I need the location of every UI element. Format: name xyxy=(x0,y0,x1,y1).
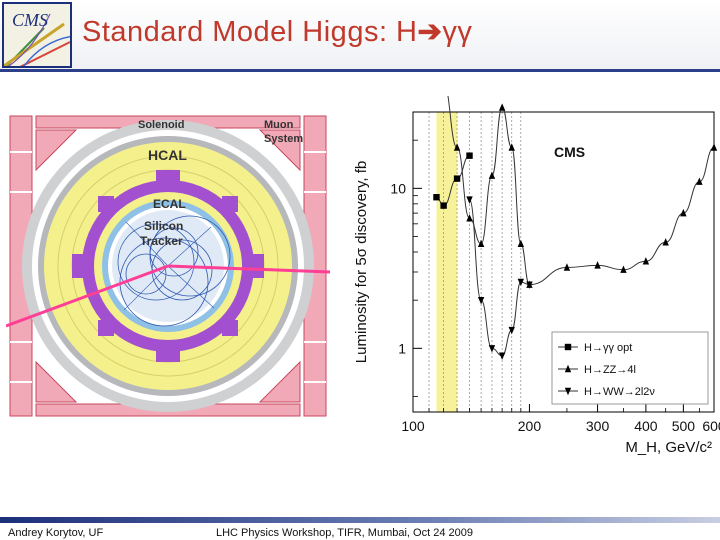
slide-header xyxy=(0,0,720,72)
legend-box xyxy=(551,331,709,405)
plot-frame xyxy=(412,111,715,413)
data-point-zz-4l xyxy=(620,265,627,273)
data-point-zz-4l xyxy=(498,103,506,111)
data-point-ww-2l2nu xyxy=(517,278,525,287)
highlight-band xyxy=(436,112,458,412)
series-line-zz-4l xyxy=(443,83,715,286)
y-tick-label: 1 xyxy=(398,340,406,356)
data-point-gamma-gamma xyxy=(453,175,461,182)
legend-marker xyxy=(564,387,572,396)
series-line-ww-2l2nu xyxy=(469,199,530,357)
data-point-gamma-gamma xyxy=(440,202,447,209)
cms-logo-graphic: CMS xyxy=(4,10,70,66)
x-tick-label: 600 xyxy=(702,418,720,434)
label-tracker: Tracker xyxy=(140,234,183,248)
data-point-ww-2l2nu xyxy=(508,326,515,335)
label-ecal: ECAL xyxy=(153,197,186,211)
label-muon: Muon xyxy=(264,119,294,131)
data-point-gamma-gamma xyxy=(433,194,440,201)
header-rule xyxy=(0,69,720,72)
data-point-zz-4l xyxy=(453,143,461,151)
legend-label: H→γγ opt xyxy=(584,342,632,354)
data-point-zz-4l xyxy=(594,261,601,269)
legend-label: H→ZZ→4l xyxy=(584,364,636,376)
logo-text: CMS xyxy=(12,10,48,30)
slide-title: Standard Model Higgs: H➔γγ xyxy=(82,14,472,49)
cms-logo: CMS xyxy=(2,2,72,68)
label-solenoid: Solenoid xyxy=(138,119,184,131)
y-axis-label: Luminosity for 5σ discovery, fb xyxy=(353,161,370,363)
title-text: Standard Model Higgs: H xyxy=(82,16,418,48)
footer-rule xyxy=(0,517,720,523)
data-point-zz-4l xyxy=(662,238,669,246)
x-tick-label: 300 xyxy=(586,418,610,434)
x-tick-label: 400 xyxy=(634,418,658,434)
x-tick-label: 200 xyxy=(518,418,542,434)
data-point-zz-4l xyxy=(710,143,718,151)
data-point-zz-4l xyxy=(563,263,571,271)
title-arrow: ➔ xyxy=(417,16,443,48)
title-decay: γγ xyxy=(442,16,473,48)
legend-marker xyxy=(564,364,572,373)
footer-event: LHC Physics Workshop, TIFR, Mumbai, Oct … xyxy=(216,527,473,539)
x-axis-label: M_H, GeV/c² xyxy=(625,439,712,456)
label-muon-system: System xyxy=(264,133,303,145)
data-point-zz-4l xyxy=(466,214,473,222)
discovery-chart: 100 200 300 400 500 600 1 10 H→γγ opt H→ZZ→4l H→W… xyxy=(340,79,720,456)
data-point-ww-2l2nu xyxy=(526,281,533,289)
data-point-zz-4l xyxy=(488,171,496,179)
y-tick-label: 10 xyxy=(390,180,406,196)
data-point-ww-2l2nu xyxy=(488,345,496,353)
legend-marker xyxy=(564,343,572,351)
data-point-zz-4l xyxy=(680,208,687,217)
x-tick-label: 500 xyxy=(672,418,696,434)
cms-detector-diagram: Solenoid Muon System HCAL ECAL Silicon T… xyxy=(6,112,330,420)
data-point-gamma-gamma xyxy=(466,152,473,159)
detector-drawing: Solenoid Muon System HCAL ECAL Silicon T… xyxy=(6,112,330,420)
data-point-zz-4l xyxy=(642,257,650,265)
data-point-zz-4l xyxy=(508,143,515,151)
data-point-zz-4l xyxy=(517,239,525,248)
footer-author: Andrey Korytov, UF xyxy=(8,527,104,539)
label-hcal: HCAL xyxy=(148,147,187,163)
label-silicon: Silicon xyxy=(144,219,183,233)
data-point-ww-2l2nu xyxy=(477,296,485,305)
data-point-zz-4l xyxy=(696,177,703,185)
legend-label: H→WW→2l2ν xyxy=(584,386,655,398)
data-point-ww-2l2nu xyxy=(498,352,506,360)
data-point-ww-2l2nu xyxy=(466,196,473,204)
data-point-zz-4l xyxy=(477,239,485,248)
chart-svg: 100 200 300 400 500 600 1 10 H→γγ opt H→ZZ→4l H→W… xyxy=(353,79,720,456)
x-tick-label: 100 xyxy=(401,418,425,434)
series-line-gamma-gamma xyxy=(436,155,470,207)
chart-title: CMS xyxy=(554,144,585,160)
